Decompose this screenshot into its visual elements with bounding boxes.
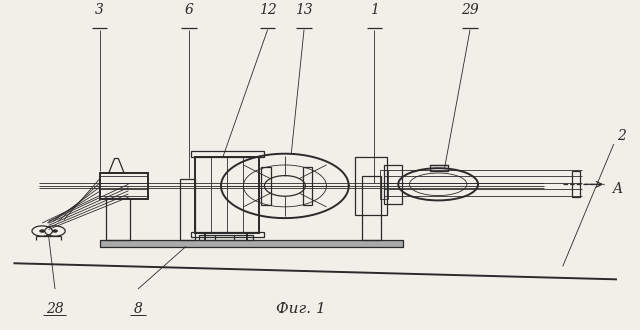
Bar xyxy=(430,165,448,171)
Text: 6: 6 xyxy=(185,3,193,17)
Text: 13: 13 xyxy=(295,3,313,17)
Bar xyxy=(380,170,388,199)
Text: 8: 8 xyxy=(134,302,143,316)
Bar xyxy=(191,232,264,238)
Bar xyxy=(106,198,131,240)
Bar xyxy=(384,165,402,204)
Circle shape xyxy=(40,230,45,232)
Bar xyxy=(100,240,403,247)
Bar xyxy=(355,157,387,215)
Bar xyxy=(572,171,580,197)
Bar xyxy=(362,176,381,240)
Bar xyxy=(191,151,264,157)
Bar xyxy=(195,157,259,233)
Bar xyxy=(100,173,148,199)
Text: 1: 1 xyxy=(370,3,379,17)
Bar xyxy=(100,240,403,247)
Text: 2: 2 xyxy=(617,129,626,143)
Text: 3: 3 xyxy=(95,3,104,17)
Bar xyxy=(198,235,253,240)
Text: 28: 28 xyxy=(46,302,64,316)
Text: Фиг. 1: Фиг. 1 xyxy=(276,302,326,316)
Circle shape xyxy=(52,230,58,232)
Bar xyxy=(261,167,271,205)
Text: 29: 29 xyxy=(461,3,479,17)
Text: 12: 12 xyxy=(259,3,276,17)
Bar xyxy=(179,179,195,240)
Text: A: A xyxy=(612,182,623,196)
Bar xyxy=(303,167,312,205)
